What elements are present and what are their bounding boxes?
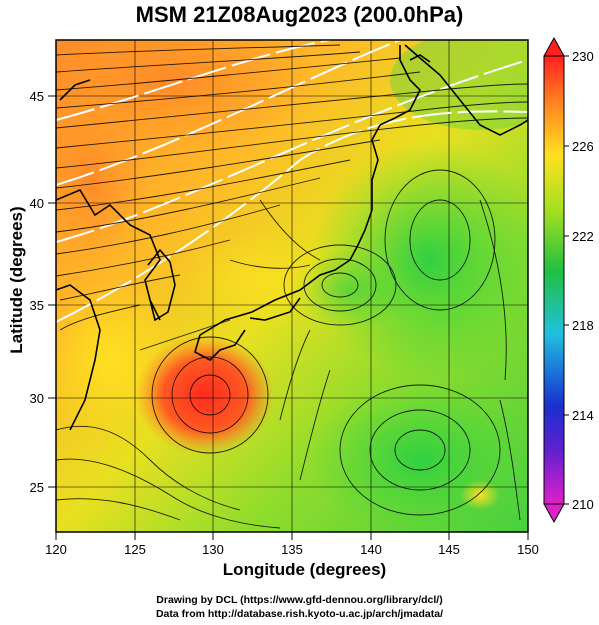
x-tick-label: 120 [45, 542, 67, 557]
x-tick-label: 125 [124, 542, 146, 557]
credit-drawing: Drawing by DCL (https://www.gfd-dennou.o… [156, 594, 443, 606]
x-axis-ticks [55, 532, 529, 540]
y-tick-label: 40 [30, 196, 44, 211]
colorbar-max-triangle [543, 36, 565, 57]
colorbar-min-triangle [543, 503, 565, 524]
x-axis-label: Longitude (degrees) [222, 560, 387, 579]
grid-lines [56, 40, 528, 532]
temperature-field [56, 40, 528, 532]
y-tick-label: 35 [30, 298, 44, 313]
colorbar-tick-label: 230 [572, 49, 594, 64]
y-tick-label: 45 [30, 89, 44, 104]
x-tick-label: 130 [202, 542, 224, 557]
x-tick-label: 150 [517, 542, 539, 557]
colorbar-tick-label: 226 [572, 139, 594, 154]
colorbar-tick-label: 210 [572, 497, 594, 512]
colorbar-tick-label: 222 [572, 229, 594, 244]
colorbar-tick-label: 218 [572, 318, 594, 333]
y-tick-label: 25 [30, 480, 44, 495]
y-axis-label: Latitude (degrees) [7, 206, 26, 354]
chart-title: MSM 21Z08Aug2023 (200.0hPa) [135, 2, 464, 27]
x-tick-label: 135 [281, 542, 303, 557]
y-tick-label: 30 [30, 391, 44, 406]
wind-streamlines [56, 44, 528, 529]
colorbar: 230 226 222 218 214 210 [543, 36, 594, 524]
credit-data: Data from http://database.rish.kyoto-u.a… [155, 608, 444, 620]
x-tick-labels: 120 125 130 135 140 145 150 [45, 542, 539, 557]
y-axis-ticks [48, 95, 56, 488]
colorbar-tick-label: 214 [572, 408, 594, 423]
x-tick-label: 145 [438, 542, 460, 557]
y-tick-labels: 45 40 35 30 25 [30, 89, 44, 495]
x-tick-label: 140 [360, 542, 382, 557]
